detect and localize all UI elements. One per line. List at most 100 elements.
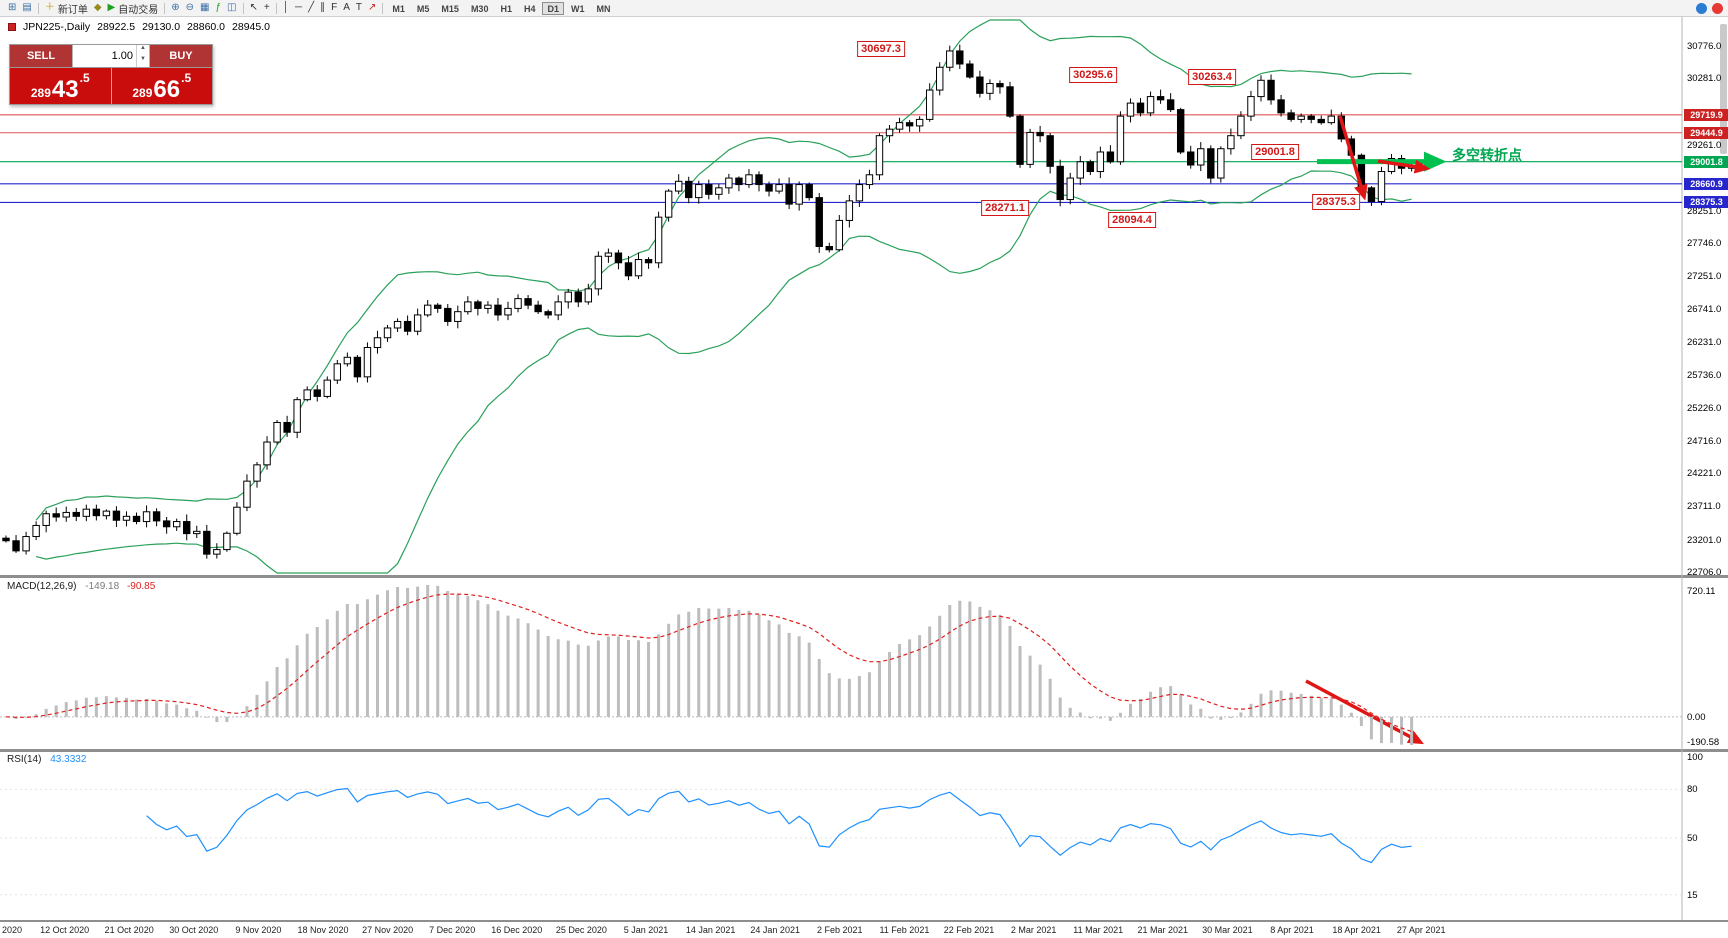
new-chart-icon: ⊞	[8, 2, 17, 13]
macd-indicator	[0, 585, 1682, 745]
candlesticks	[2, 44, 1416, 559]
sell-price-big: 43	[51, 76, 79, 103]
timeframe-button-d1[interactable]: D1	[542, 1, 564, 15]
trendline-icon: ╱	[308, 2, 315, 13]
toolbar-separator	[37, 2, 39, 14]
auto-trading-button[interactable]: ▶ 自动交易	[105, 1, 162, 16]
zoom-out-icon: ⊖	[185, 2, 195, 13]
toolbar-separator	[164, 2, 166, 14]
red-arrow-1	[1377, 159, 1431, 174]
volume-decrease-button[interactable]: ▼	[140, 56, 146, 62]
buy-price-big: 66	[153, 76, 181, 103]
buy-price[interactable]: 289 66.5	[110, 68, 212, 104]
vertical-line-icon: │	[282, 2, 289, 13]
vertical-line-button[interactable]: │	[280, 1, 292, 16]
bollinger-bands	[35, 19, 1412, 574]
new-order-button[interactable]: ＋新订单	[42, 1, 91, 16]
toolbar-separator	[382, 2, 384, 14]
auto-trading-label: 自动交易	[118, 4, 159, 16]
horizontal-line-icon: ─	[294, 2, 303, 13]
ohlc-open: 28922.5	[97, 21, 136, 33]
rsi-label: RSI(14)	[7, 754, 42, 765]
volume-spinner: ▲ ▼	[136, 45, 149, 67]
arrow-objects-icon: ↗	[368, 2, 377, 13]
timeframe-button-m5[interactable]: M5	[416, 3, 430, 14]
indicators-icon: ƒ	[215, 2, 222, 13]
equidistant-channel-icon: ∥	[320, 2, 326, 13]
text-label-button[interactable]: T	[353, 1, 365, 16]
buy-price-suffix: .5	[181, 71, 192, 85]
horizontal-lines[interactable]	[0, 114, 1682, 204]
toolbar-separator	[275, 2, 277, 14]
macd-label: MACD(12,26,9)	[7, 581, 77, 592]
auto-trading-icon: ▶	[107, 2, 116, 13]
arrow-objects-button[interactable]: ↗	[365, 1, 379, 16]
timeframe-button-m30[interactable]: M30	[470, 3, 489, 14]
splitter-macd-rsi[interactable]	[0, 749, 1728, 752]
rsi-header: RSI(14) 43.3332	[7, 754, 86, 765]
text-icon: A	[343, 2, 350, 13]
cursor-button[interactable]: ↖	[247, 1, 261, 16]
sell-button[interactable]: SELL	[10, 45, 72, 67]
tile-windows-button[interactable]: ▦	[197, 1, 212, 16]
symbol-period: JPN225-,Daily	[23, 21, 91, 33]
symbol-icon	[8, 23, 16, 31]
sell-price[interactable]: 289 43.5	[10, 68, 111, 104]
indicators-button[interactable]: ƒ	[212, 1, 224, 16]
cursor-icon: ↖	[249, 2, 258, 13]
timeframe-button-h1[interactable]: H1	[500, 3, 512, 14]
macd-signal-value: -90.85	[126, 581, 156, 592]
rsi-indicator	[0, 787, 1682, 896]
quote-line: JPN225-,Daily 28922.5 29130.0 28860.0 28…	[8, 21, 270, 33]
fibonacci-button[interactable]: F	[328, 1, 340, 16]
text-button[interactable]: A	[340, 1, 353, 16]
community-icon[interactable]	[1696, 2, 1707, 14]
metaeditor-icon: ◆	[93, 2, 102, 13]
macd-main-value: -149.18	[85, 581, 120, 592]
zoom-out-button[interactable]: ⊖	[183, 1, 197, 16]
notifications-icon[interactable]	[1712, 2, 1723, 14]
new-order-icon: ＋	[44, 2, 55, 13]
sell-price-suffix: .5	[79, 71, 90, 85]
drawn-objects[interactable]	[1305, 115, 1447, 745]
crosshair-icon: +	[263, 2, 270, 13]
toolbar: ⊞ ▤ ＋新订单 ◆ ▶ 自动交易 ⊕ ⊖ ▦ ƒ ◫ ↖ + │ ─ ╱ ∥ F A T ↗ M1 M5 M15 M30 H1 H…	[0, 0, 1728, 17]
templates-icon: ◫	[227, 2, 237, 13]
splitter-price-macd[interactable]	[0, 575, 1728, 578]
crosshair-button[interactable]: +	[261, 1, 273, 16]
timeframe-button-m1[interactable]: M1	[392, 3, 405, 14]
scrollbar-thumb[interactable]	[1720, 24, 1727, 154]
fibonacci-icon: F	[331, 2, 338, 13]
new-chart-button[interactable]: ⊞	[5, 1, 19, 16]
toolbar-separator	[242, 2, 244, 14]
timeframe-button-m15[interactable]: M15	[441, 3, 459, 14]
profiles-icon: ▤	[22, 2, 32, 13]
zoom-in-button[interactable]: ⊕	[168, 1, 182, 16]
profiles-button[interactable]: ▤	[19, 1, 34, 16]
timeframe-button-mn[interactable]: MN	[596, 3, 611, 14]
trendline-button[interactable]: ╱	[305, 1, 317, 16]
volume-field: ▲ ▼	[72, 45, 150, 67]
time-axis-divider	[0, 920, 1728, 922]
horizontal-line-button[interactable]: ─	[292, 1, 305, 16]
sell-price-prefix: 289	[30, 86, 51, 100]
ohlc-low: 28860.0	[187, 21, 226, 33]
metaeditor-button[interactable]: ◆	[91, 1, 105, 16]
ohlc-high: 29130.0	[142, 21, 181, 33]
volume-input[interactable]	[73, 45, 136, 67]
equidistant-channel-button[interactable]: ∥	[317, 1, 328, 16]
tile-windows-icon: ▦	[200, 2, 210, 13]
timeframe-button-h4[interactable]: H4	[523, 3, 536, 14]
buy-button[interactable]: BUY	[150, 45, 212, 67]
new-order-label: 新订单	[57, 4, 88, 16]
zoom-in-icon: ⊕	[171, 2, 180, 13]
macd-header: MACD(12,26,9) -149.18 -90.85	[7, 581, 155, 592]
timeframe-button-w1[interactable]: W1	[571, 3, 585, 14]
rsi-value: 43.3332	[50, 754, 87, 765]
volume-increase-button[interactable]: ▲	[140, 45, 146, 51]
templates-button[interactable]: ◫	[224, 1, 239, 16]
text-label-icon: T	[355, 2, 362, 13]
buy-price-prefix: 289	[132, 86, 153, 100]
